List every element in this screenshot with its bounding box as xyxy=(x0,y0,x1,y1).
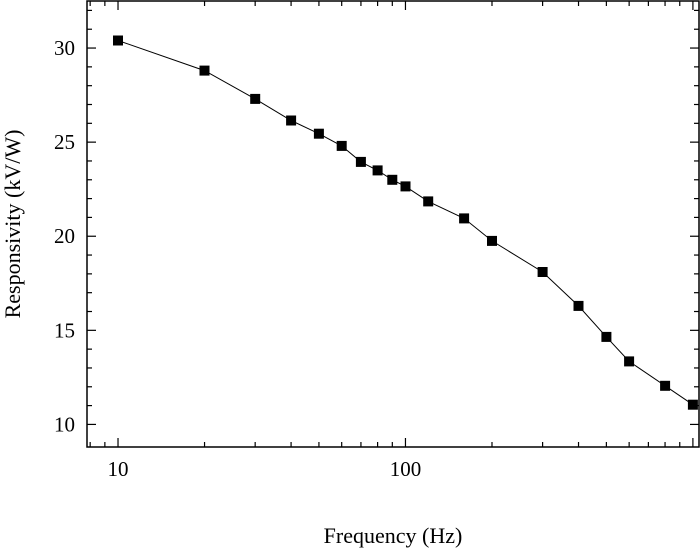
data-point-marker xyxy=(286,115,297,126)
y-tick-label: 25 xyxy=(54,130,75,154)
y-tick-label: 10 xyxy=(54,412,75,436)
data-point-marker xyxy=(400,181,411,192)
y-tick-label: 20 xyxy=(54,224,75,248)
data-point-marker xyxy=(537,267,548,277)
series-line xyxy=(117,40,694,406)
data-point-marker xyxy=(601,331,612,342)
data-point-marker xyxy=(113,35,123,46)
data-point-marker xyxy=(687,399,698,410)
y-axis-label: Responsivity (kV/W) xyxy=(0,130,25,319)
data-point-marker xyxy=(459,213,470,224)
y-tick-label: 15 xyxy=(54,318,75,342)
data-point-marker xyxy=(487,235,497,246)
data-point-marker xyxy=(355,156,366,167)
x-tick-label: 100 xyxy=(390,457,422,481)
data-point-marker xyxy=(573,300,584,311)
data-point-marker xyxy=(660,380,671,391)
data-point-marker xyxy=(199,65,210,76)
x-axis-label: Frequency (Hz) xyxy=(324,523,463,548)
data-point-marker xyxy=(387,174,398,185)
data-point-marker xyxy=(250,93,261,104)
plot-frame xyxy=(86,0,700,448)
data-point-marker xyxy=(624,356,635,367)
data-point-marker xyxy=(336,140,347,151)
x-tick-label: 10 xyxy=(108,457,129,481)
series-markers xyxy=(113,35,698,410)
y-tick-label: 30 xyxy=(54,36,75,60)
data-point-marker xyxy=(372,165,383,176)
data-point-marker xyxy=(313,128,324,139)
ticks xyxy=(87,1,699,447)
data-point-marker xyxy=(423,196,434,207)
tick-labels: 10 15 20 25 30 10 100 xyxy=(54,36,421,481)
